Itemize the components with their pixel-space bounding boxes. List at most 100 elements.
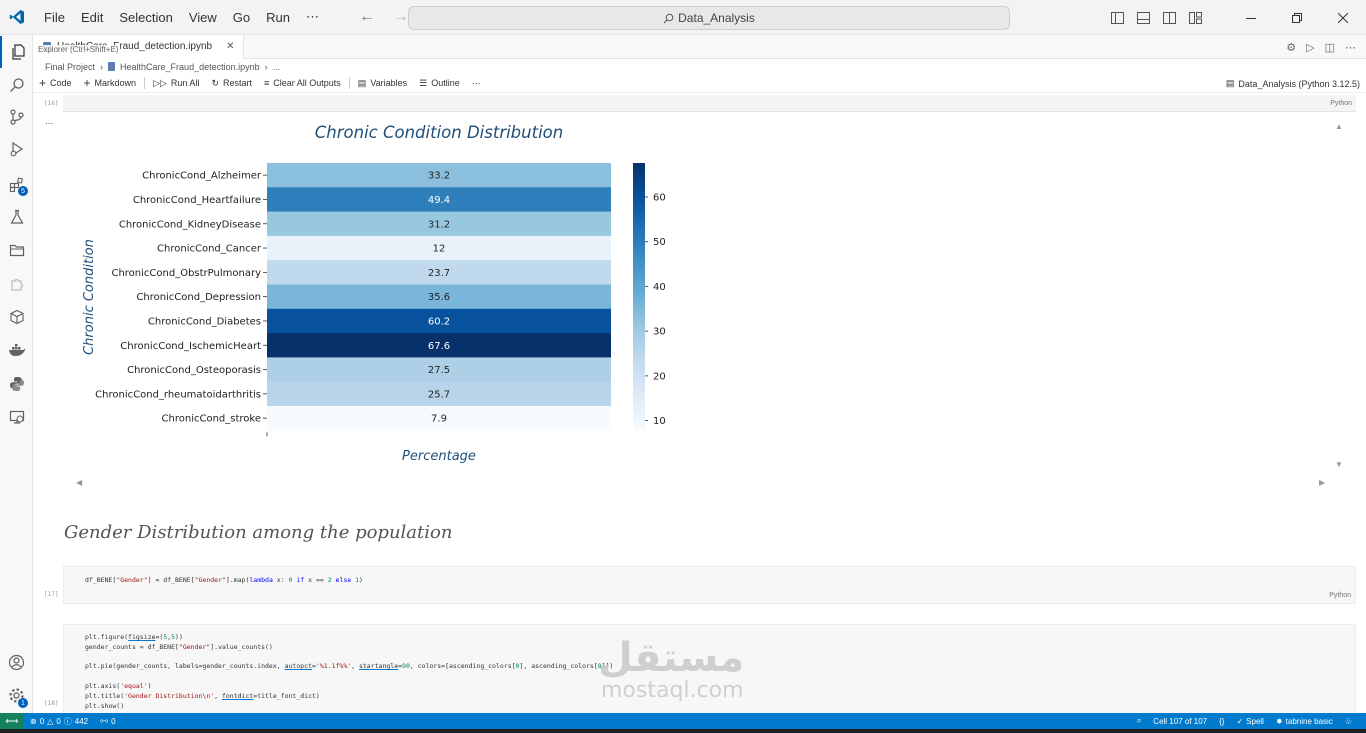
back-arrow-icon[interactable]: ← (359, 8, 375, 25)
row-tick-label: ChronicCond_Osteoporasis (127, 365, 261, 376)
colorbar-tick-label: 40 (653, 282, 666, 293)
tabnine-status[interactable]: ✸ tabnine basic (1270, 717, 1339, 726)
open-changes-icon[interactable]: ▷ (1306, 41, 1315, 54)
ports-count: 0 (111, 716, 116, 726)
spell-check[interactable]: ✓ Spell (1230, 717, 1270, 726)
settings-icon[interactable]: ⚙ (1286, 41, 1297, 54)
menu-bar: File Edit Selection View Go Run ⋯ (36, 9, 327, 25)
restart-button[interactable]: ↻ Restart (205, 78, 258, 89)
info-icon: ⓘ (63, 716, 72, 726)
activity-bar: 5 1 (0, 35, 33, 713)
run-all-button[interactable]: ▷▷ Run All (147, 78, 205, 89)
colorbar-tick-label: 60 (653, 192, 666, 203)
remote-explorer-icon[interactable] (0, 401, 33, 433)
source-control-icon[interactable] (0, 101, 33, 133)
format-icon[interactable]: {} (1219, 716, 1225, 726)
info-count: 442 (74, 716, 89, 726)
heatmap-cell (267, 381, 611, 407)
heatmap-value-label: 49.4 (428, 195, 450, 206)
code-editor-18[interactable]: plt.figure(figsize=(5,5)) gender_counts … (85, 633, 614, 710)
heatmap-cell (267, 163, 611, 188)
menu-go[interactable]: Go (232, 9, 251, 25)
forward-arrow-icon[interactable]: → (393, 8, 409, 25)
status-bar-right: ⌕ Cell 107 of 107 {} ✓ Spell ✸ tabnine bas… (1131, 713, 1358, 729)
cell-language-label[interactable]: Python (1330, 100, 1352, 107)
ports-indicator[interactable]: ⧟ 0 (94, 716, 121, 726)
search-view-icon[interactable] (0, 69, 33, 101)
cell-execution-count: [18] (44, 700, 59, 707)
toggle-panel-icon[interactable] (1130, 0, 1156, 35)
menu-selection[interactable]: Selection (119, 9, 173, 25)
toolbar-more-button[interactable]: ⋯ (471, 77, 481, 88)
search-icon (663, 13, 674, 23)
zoom-icon[interactable]: ⌕ (1136, 716, 1142, 725)
menu-run[interactable]: Run (266, 9, 290, 25)
accounts-icon[interactable] (0, 646, 33, 678)
add-code-cell-button[interactable]: + Code (33, 76, 78, 90)
scroll-down-icon[interactable]: ▼ (1335, 460, 1343, 469)
output-more-button[interactable]: ... (45, 116, 54, 127)
problems-indicator[interactable]: ⊗ 0 △ 0 ⓘ 442 (24, 716, 94, 727)
cube-icon[interactable] (0, 301, 33, 333)
explorer-files-icon[interactable] (0, 36, 33, 68)
markdown-heading[interactable]: Gender Distribution among the population (64, 522, 453, 543)
x-axis-label: Percentage (402, 449, 476, 464)
breadcrumb-folder[interactable]: Final Project (45, 61, 96, 72)
manage-gear-icon[interactable]: 1 (0, 679, 33, 711)
folder-icon[interactable] (0, 234, 33, 266)
heatmap-value-label: 27.5 (428, 365, 450, 376)
scroll-up-icon[interactable]: ▲ (1335, 122, 1343, 131)
watermark-arabic: مستقل (598, 635, 745, 681)
python-icon[interactable] (0, 368, 33, 400)
outline-button[interactable]: ☰ Outline (413, 78, 466, 89)
run-debug-icon[interactable] (0, 133, 33, 165)
row-tick-label: ChronicCond_KidneyDisease (119, 219, 261, 230)
add-markdown-label: Markdown (94, 78, 137, 88)
code-cell-18[interactable]: plt.figure(figsize=(5,5)) gender_counts … (63, 624, 1356, 713)
menu-more[interactable]: ⋯ (306, 9, 319, 24)
menu-view[interactable]: View (188, 9, 217, 25)
testing-flask-icon[interactable] (0, 201, 33, 233)
kernel-picker[interactable]: ▤ Data_Analysis (Python 3.12.5) (1226, 74, 1360, 93)
colorbar: 60 50 40 30 20 10 (633, 163, 666, 430)
cell-position[interactable]: Cell 107 of 107 (1153, 716, 1208, 726)
menu-file[interactable]: File (44, 9, 65, 25)
menu-edit[interactable]: Edit (80, 9, 104, 25)
add-markdown-cell-button[interactable]: + Markdown (78, 76, 143, 90)
puzzle-icon[interactable] (0, 268, 33, 300)
minimize-icon[interactable] (1228, 0, 1274, 35)
customize-layout-icon[interactable] (1182, 0, 1208, 35)
cell-language-label[interactable]: Python (1329, 592, 1351, 599)
heatmap-value-label: 7.9 (431, 414, 447, 425)
more-actions-icon[interactable]: ⋯ (1345, 41, 1356, 54)
tabnine-label: tabnine basic (1285, 716, 1333, 726)
toolbar-divider (144, 77, 146, 89)
close-tab-icon[interactable]: ✕ (226, 41, 235, 52)
close-window-icon[interactable] (1320, 0, 1366, 35)
colorbar-tick-label: 30 (653, 327, 666, 338)
scroll-left-icon[interactable]: ◀ (76, 478, 83, 487)
clear-outputs-button[interactable]: ≡ Clear All Outputs (258, 78, 347, 88)
outline-icon: ☰ (419, 77, 428, 88)
breadcrumb-file[interactable]: HealthCare_Fraud_detection.ipynb (120, 61, 260, 72)
scroll-right-icon[interactable]: ▶ (1319, 478, 1326, 487)
tabnine-icon: ✸ (1275, 716, 1283, 726)
notifications-bell-icon[interactable]: ♧ (1344, 716, 1352, 726)
code-editor-17[interactable]: df_BENE["Gender"] = df_BENE["Gender"].ma… (85, 576, 363, 584)
command-center-search[interactable]: Data_Analysis (408, 6, 1010, 30)
docker-whale-icon[interactable] (0, 334, 33, 366)
code-cell-16[interactable]: Python (63, 95, 1356, 112)
toggle-primary-sidebar-icon[interactable] (1104, 0, 1130, 35)
row-tick-label: ChronicCond_ObstrPulmonary (111, 268, 261, 279)
split-editor-icon[interactable]: ◫ (1324, 41, 1335, 54)
restore-icon[interactable] (1274, 0, 1320, 35)
extensions-icon[interactable]: 5 (0, 169, 33, 201)
vscode-logo-icon (0, 0, 34, 35)
toggle-secondary-sidebar-icon[interactable] (1156, 0, 1182, 35)
breadcrumb-more[interactable]: ... (272, 61, 281, 72)
window-controls (1104, 0, 1366, 35)
code-cell-17[interactable]: df_BENE["Gender"] = df_BENE["Gender"].ma… (63, 566, 1356, 604)
heatmap-cell (267, 211, 611, 237)
variables-button[interactable]: ▤ Variables (352, 78, 413, 89)
remote-indicator-icon[interactable]: ⟷ (0, 713, 24, 729)
